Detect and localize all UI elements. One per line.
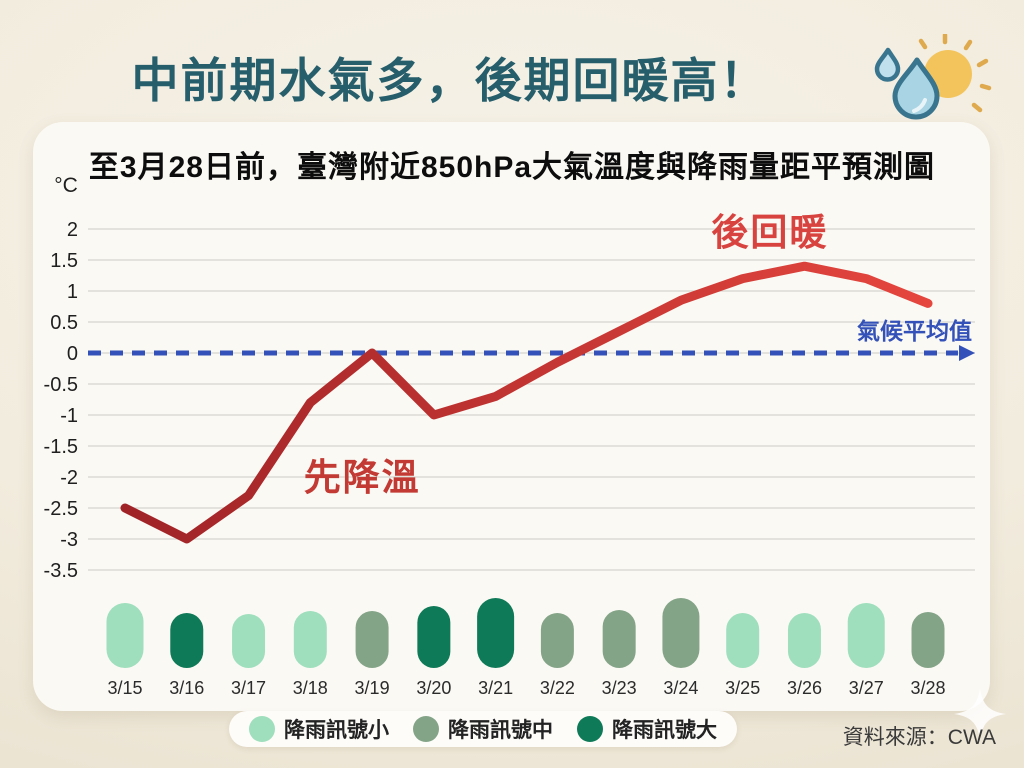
legend-item-large: 降雨訊號大	[577, 714, 717, 744]
water-drop-sun-icon	[874, 34, 992, 120]
legend-label-small: 降雨訊號小	[284, 719, 389, 742]
header: 中前期水氣多，後期回暖高！	[0, 18, 1024, 120]
legend-item-small: 降雨訊號小	[249, 714, 389, 744]
legend-label-large: 降雨訊號大	[612, 719, 717, 742]
small-drop-icon	[874, 47, 901, 82]
water-drop-icon	[892, 57, 940, 120]
chart-title: 至3月28日前，臺灣附近850hPa大氣溫度與降雨量距平預測圖	[88, 151, 936, 184]
rain-medium-swatch-icon	[413, 716, 439, 742]
page-title: 中前期水氣多，後期回暖高！	[131, 54, 769, 107]
rain-small-swatch-icon	[249, 716, 275, 742]
legend-item-medium: 降雨訊號中	[413, 714, 553, 744]
rain-large-swatch-icon	[577, 716, 603, 742]
data-source: 資料來源：CWA	[842, 726, 996, 749]
rain-signal-legend: 降雨訊號小 降雨訊號中 降雨訊號大	[229, 711, 737, 747]
legend-label-medium: 降雨訊號中	[448, 719, 553, 742]
chart-card	[33, 122, 990, 711]
